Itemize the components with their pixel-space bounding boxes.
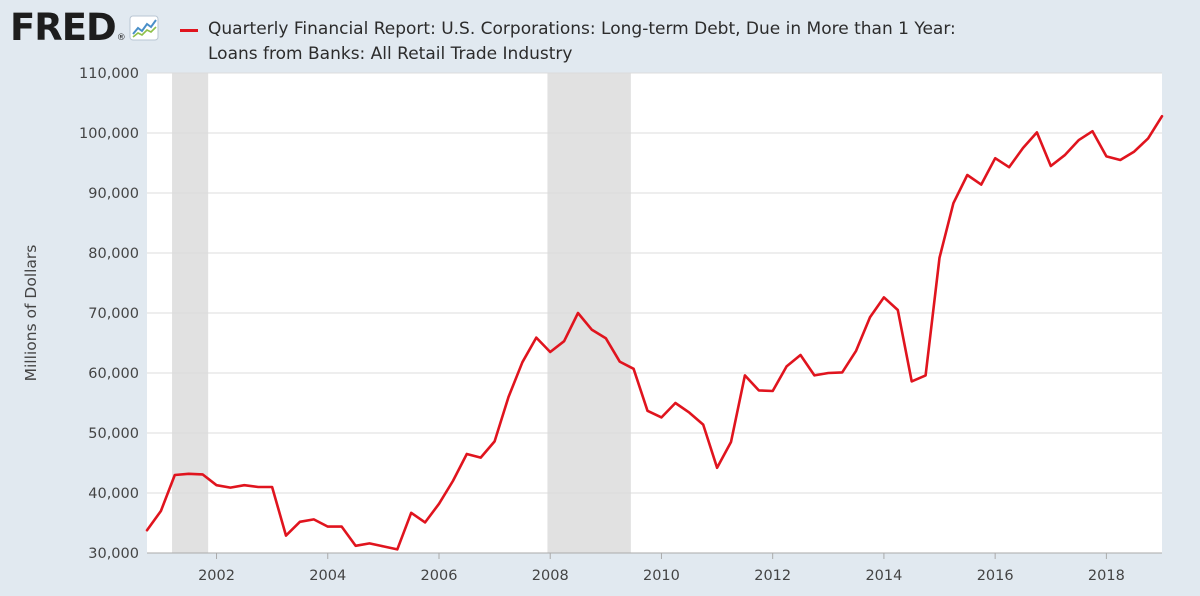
y-axis-label: Millions of Dollars xyxy=(22,245,40,382)
fred-logo[interactable]: FRED ® xyxy=(10,8,159,48)
y-tick-label: 110,000 xyxy=(79,66,139,82)
series-line-1[interactable] xyxy=(145,114,1164,551)
y-tick-label: 30,000 xyxy=(88,546,139,562)
y-tick-label: 80,000 xyxy=(88,246,139,262)
y-tick-label: 50,000 xyxy=(88,426,139,442)
line-chart-icon xyxy=(129,15,159,41)
x-tick-label: 2006 xyxy=(421,568,458,584)
x-tick-label: 2010 xyxy=(643,568,680,584)
legend-line-swatch xyxy=(180,29,198,32)
x-tick-label: 2004 xyxy=(309,568,346,584)
y-tick-label: 60,000 xyxy=(88,366,139,382)
registered-mark: ® xyxy=(116,33,126,43)
y-axis: 30,000 40,000 50,000 60,000 70,000 80,000 90,0… xyxy=(79,66,139,562)
x-tick-label: 2008 xyxy=(532,568,569,584)
y-tick-label: 100,000 xyxy=(79,126,139,142)
x-tick-label: 2002 xyxy=(198,568,235,584)
x-tick-label: 2012 xyxy=(754,568,791,584)
fred-logo-text: FRED xyxy=(10,6,117,49)
y-tick-label: 70,000 xyxy=(88,306,139,322)
series-layer xyxy=(145,114,1164,551)
y-tick-label: 40,000 xyxy=(88,486,139,502)
chart-header: FRED ® Quarterly Financial Report: U.S. … xyxy=(0,0,1200,70)
x-axis: 2002 2004 2006 2008 2010 2012 2014 2016 2018 xyxy=(147,552,1162,584)
x-tick-label: 2014 xyxy=(865,568,902,584)
chart-title-line-2: Loans from Banks: All Retail Trade Indus… xyxy=(208,44,573,64)
chart-title-line-1: Quarterly Financial Report: U.S. Corpora… xyxy=(208,19,956,39)
y-tick-label: 90,000 xyxy=(88,186,139,202)
chart-title: Quarterly Financial Report: U.S. Corpora… xyxy=(208,17,1188,67)
x-tick-label: 2016 xyxy=(977,568,1014,584)
x-tick-label: 2018 xyxy=(1088,568,1125,584)
